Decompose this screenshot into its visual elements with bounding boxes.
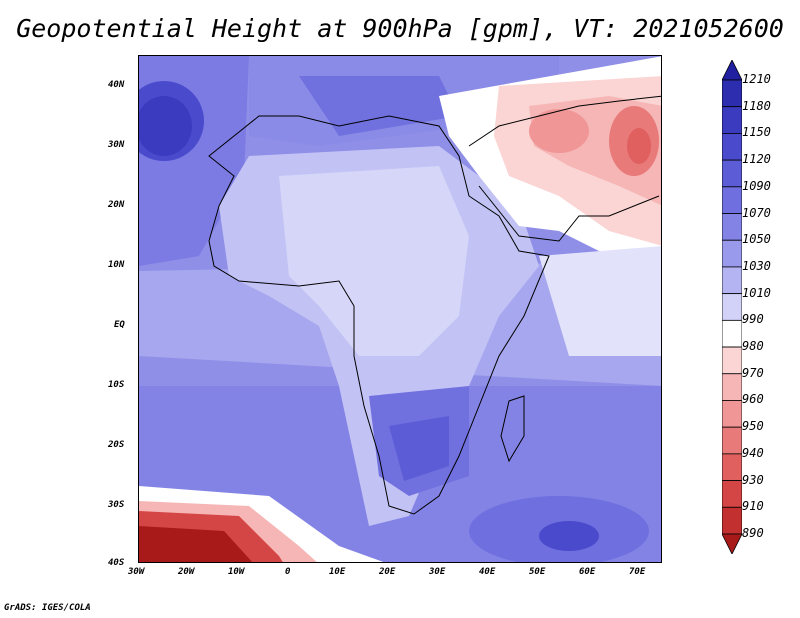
legend-level-label: 1180 [742, 98, 771, 113]
map-title: Geopotential Height at 900hPa [gpm], VT:… [16, 14, 784, 43]
lon-label: 10W [228, 567, 245, 577]
legend-level-label: 1090 [742, 178, 771, 193]
lat-label: EQ [114, 320, 125, 330]
legend-swatch [722, 373, 742, 401]
legend-swatch [722, 60, 742, 81]
legend-swatch [722, 506, 742, 535]
lon-label: 10E [329, 567, 346, 577]
color-legend [722, 60, 742, 554]
legend-swatch [722, 480, 742, 508]
legend-level-label: 930 [742, 472, 764, 487]
legend-swatch [722, 133, 742, 161]
legend-swatch [722, 186, 742, 214]
legend-swatch [722, 239, 742, 268]
legend-swatch [722, 293, 742, 321]
lat-label: 10S [108, 380, 125, 390]
lat-label: 10N [108, 260, 125, 270]
legend-swatch [722, 213, 742, 241]
legend-level-label: 910 [742, 499, 764, 514]
legend-swatch [722, 453, 742, 481]
legend-swatch [722, 400, 742, 428]
legend-swatch [722, 159, 742, 188]
legend-swatch [722, 533, 742, 554]
legend-swatch [722, 106, 742, 134]
legend-level-label: 960 [742, 392, 764, 407]
legend-level-label: 1050 [742, 232, 771, 247]
legend-level-label: 990 [742, 312, 764, 327]
lon-label: 70E [629, 567, 646, 577]
lat-label: 40N [108, 80, 125, 90]
legend-swatch [722, 79, 742, 108]
legend-level-label: 980 [742, 339, 764, 354]
legend-level-label: 1150 [742, 125, 771, 140]
lon-label: 20W [178, 567, 195, 577]
lon-label: 20E [379, 567, 396, 577]
legend-level-label: 1030 [742, 258, 771, 273]
lat-label: 30S [108, 500, 125, 510]
map-field [139, 56, 661, 562]
map-plot-area [138, 55, 662, 563]
lon-label: 30W [128, 567, 145, 577]
legend-level-label: 1010 [742, 285, 771, 300]
lon-label: 30E [429, 567, 446, 577]
lat-label: 40S [108, 558, 125, 568]
legend-level-label: 1210 [742, 72, 771, 86]
legend-swatch [722, 346, 742, 375]
legend-level-label: 890 [742, 526, 764, 540]
legend-swatch [722, 266, 742, 295]
lat-label: 20N [108, 200, 125, 210]
legend-swatch [722, 319, 742, 348]
legend-level-label: 940 [742, 445, 764, 460]
legend-level-label: 950 [742, 419, 764, 434]
legend-level-label: 1120 [742, 152, 771, 167]
lat-label: 20S [108, 440, 125, 450]
legend-swatch [722, 426, 742, 455]
lon-label: 40E [479, 567, 496, 577]
lon-label: 60E [579, 567, 596, 577]
legend-level-label: 970 [742, 365, 764, 380]
credit-text: GrADS: IGES/COLA [4, 603, 91, 613]
legend-level-label: 1070 [742, 205, 771, 220]
lon-label: 0 [285, 567, 291, 577]
lat-label: 30N [108, 140, 125, 150]
lon-label: 50E [529, 567, 546, 577]
